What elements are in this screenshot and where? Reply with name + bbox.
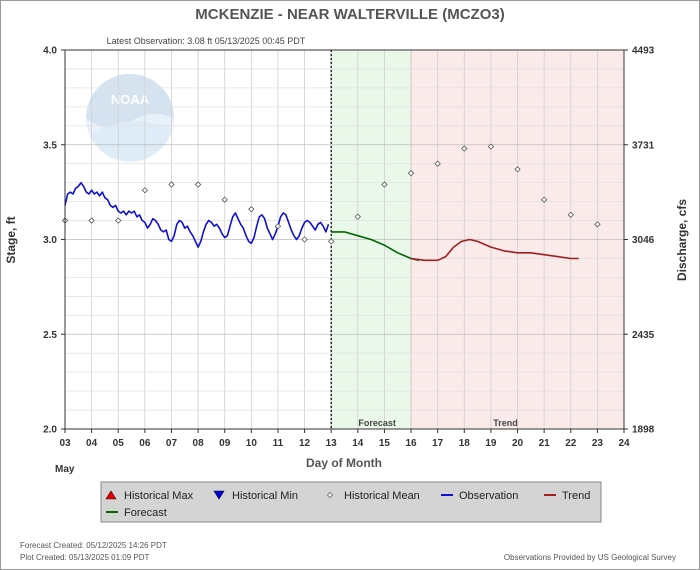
historical-mean-point xyxy=(301,236,308,243)
x-tick-label: 21 xyxy=(539,438,551,449)
x-tick-label: 13 xyxy=(326,438,338,449)
x-tick-label: 10 xyxy=(246,438,258,449)
series-line-observation xyxy=(64,181,330,248)
legend: Historical Max Historical Min Historical M… xyxy=(100,481,602,523)
historical-mean-point xyxy=(168,181,175,188)
x-tick-label: 19 xyxy=(485,438,497,449)
historical-mean-point xyxy=(434,160,441,167)
x-tick-label: 03 xyxy=(59,438,71,449)
legend-item-historical-mean-swatch xyxy=(326,491,334,499)
x-tick-label: 15 xyxy=(379,438,391,449)
y-left-tick-label: 3.5 xyxy=(43,140,57,151)
x-axis-label: Day of Month xyxy=(306,456,382,470)
x-tick-label: 09 xyxy=(219,438,231,449)
series-line-trend xyxy=(410,238,579,262)
x-tick-label: 07 xyxy=(166,438,178,449)
x-tick-label: 14 xyxy=(352,438,364,449)
legend-item-historical-min-swatch xyxy=(213,490,225,500)
x-tick-label: 05 xyxy=(113,438,125,449)
y-left-tick-label: 2.5 xyxy=(43,330,57,341)
historical-mean-point xyxy=(354,213,361,220)
legend-item-historical-max-swatch xyxy=(105,490,117,500)
y-left-tick-label: 2.0 xyxy=(43,425,57,436)
x-tick-label: 16 xyxy=(405,438,417,449)
y-right-tick-label: 3046 xyxy=(632,235,655,246)
y-axis-label-right: Discharge, cfs xyxy=(675,199,689,281)
y-right-tick-label: 1898 xyxy=(632,425,655,436)
y-right-tick-label: 2435 xyxy=(632,330,655,341)
historical-mean-point xyxy=(221,196,228,203)
historical-mean-point xyxy=(381,181,388,188)
historical-mean-point xyxy=(461,145,468,152)
historical-mean-point xyxy=(274,223,282,230)
historical-mean-point xyxy=(487,143,495,150)
x-tick-label: 06 xyxy=(139,438,151,449)
y-right-tick-label: 4493 xyxy=(632,46,655,57)
x-tick-label: 22 xyxy=(565,438,577,449)
x-tick-label: 23 xyxy=(592,438,604,449)
chart-title: MCKENZIE - NEAR WALTERVILLE (MCZO3) xyxy=(195,6,504,23)
plot-area: NOAA Forecast Trend xyxy=(61,49,625,430)
chart-subtitle: Latest Observation: 3.08 ft 05/13/2025 0… xyxy=(107,36,306,46)
historical-mean-point xyxy=(194,181,202,188)
x-month-label: May xyxy=(55,464,75,475)
historical-mean-point xyxy=(141,187,149,194)
legend-item-historical-max-label: Historical Max xyxy=(124,490,194,502)
historical-mean-point xyxy=(567,211,574,219)
y-axis-label-left: Stage, ft xyxy=(4,216,18,263)
y-right-tick-label: 3731 xyxy=(632,140,655,151)
x-tick-label: 20 xyxy=(512,438,524,449)
legend-box xyxy=(100,481,602,523)
data-credit-text: Observations Provided by US Geological S… xyxy=(504,553,676,562)
historical-mean-point xyxy=(540,196,548,203)
plot-created-text: Plot Created: 05/13/2025 01:09 PDT xyxy=(20,553,150,562)
historical-mean-point xyxy=(248,206,255,213)
forecast-created-text: Forecast Created: 05/12/2025 14:26 PDT xyxy=(20,541,167,550)
y-left-tick-label: 4.0 xyxy=(43,46,57,57)
region-label-forecast: Forecast xyxy=(358,418,396,428)
x-tick-label: 04 xyxy=(86,438,98,449)
historical-mean-point xyxy=(594,221,601,228)
x-tick-label: 17 xyxy=(432,438,444,449)
legend-item-historical-min-label: Historical Min xyxy=(232,490,298,502)
legend-item-historical-mean-label: Historical Mean xyxy=(344,490,420,502)
noaa-logo: NOAA xyxy=(86,74,174,162)
x-tick-label: 24 xyxy=(618,438,630,449)
historical-mean-point xyxy=(328,238,335,245)
historical-mean-point xyxy=(407,170,415,177)
noaa-logo-text: NOAA xyxy=(111,92,150,107)
series-line-forecast xyxy=(331,231,420,262)
x-tick-label: 08 xyxy=(193,438,205,449)
legend-item-forecast-label: Forecast xyxy=(124,507,167,519)
historical-mean-point xyxy=(115,217,122,224)
legend-item-observation-label: Observation xyxy=(459,490,518,502)
historical-mean-point xyxy=(514,166,521,173)
y-left-tick-label: 3.0 xyxy=(43,235,57,246)
x-tick-label: 18 xyxy=(459,438,471,449)
region-label-trend: Trend xyxy=(493,418,518,428)
x-tick-label: 11 xyxy=(273,438,284,449)
legend-item-trend-label: Trend xyxy=(562,490,590,502)
historical-mean-point xyxy=(88,217,95,224)
x-tick-label: 12 xyxy=(299,438,311,449)
